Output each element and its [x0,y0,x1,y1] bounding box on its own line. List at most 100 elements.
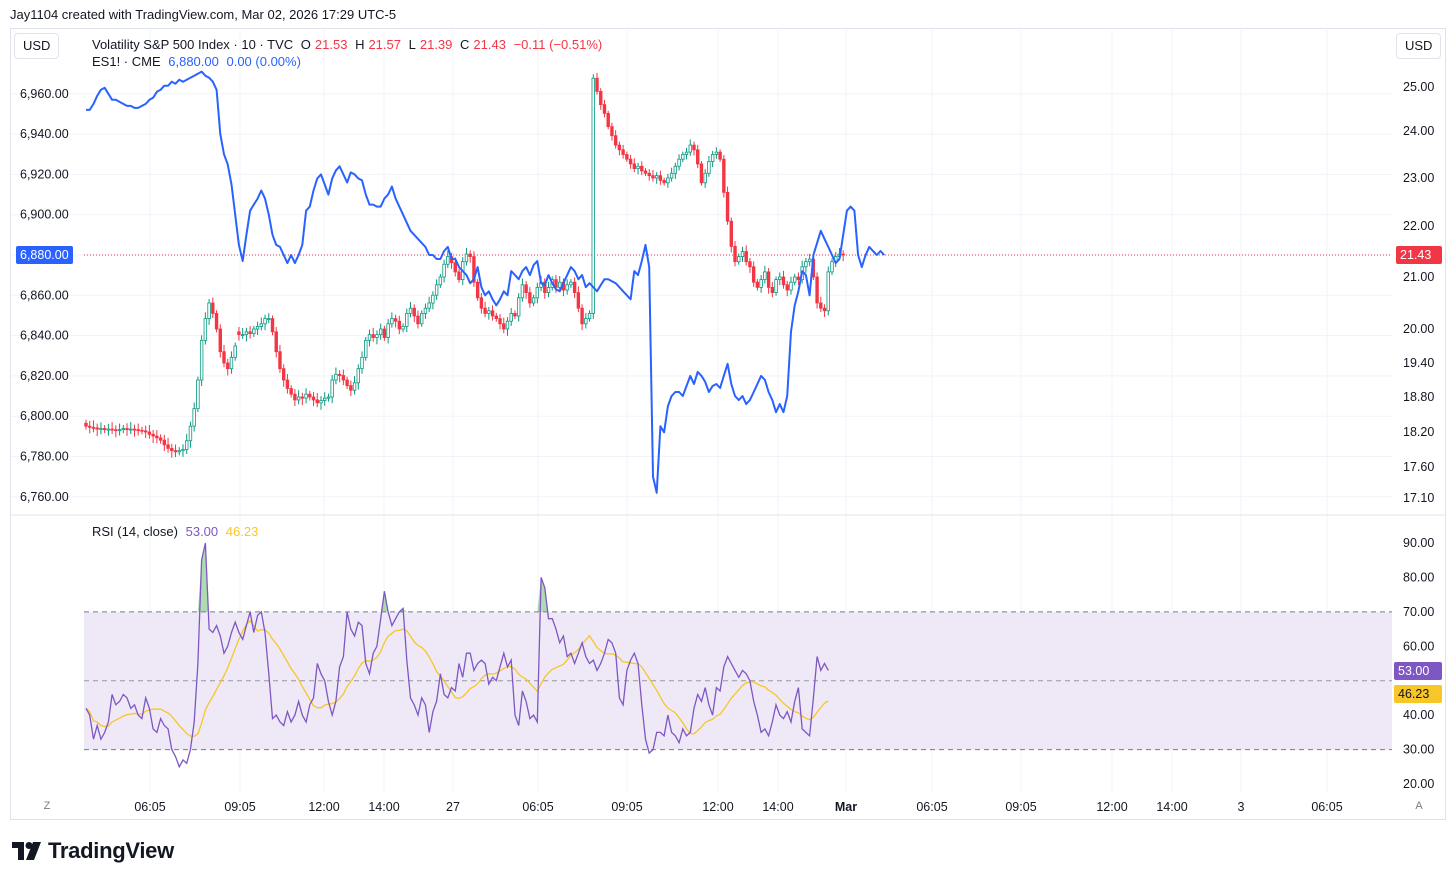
vix-candle [613,130,618,149]
vix-candlesticks [84,72,845,458]
vix-candle [658,170,663,185]
vix-candle [662,177,666,186]
es-axis-tick-label: 6,760.00 [20,490,69,504]
main-series-title: Volatility S&P 500 Index · 10 · TVC [92,37,294,52]
candle-body [173,450,178,453]
candle-body [807,258,812,263]
candle-body [132,428,137,431]
vix-candle [345,376,349,390]
vix-candle [740,246,745,262]
candle-body [718,151,722,160]
vix-candle [222,344,226,368]
vix-candle [431,291,435,310]
candle-body [125,428,129,431]
vix-candle [520,278,525,302]
vix-candle [319,396,323,410]
candle-body [793,276,797,283]
vix-candle [591,74,595,319]
candle-body [774,279,778,294]
time-axis-label: 14:00 [368,800,399,814]
candle-body [323,397,327,401]
vix-candle [140,426,144,435]
candle-body [606,113,610,128]
vix-candle [494,312,498,322]
vix-candle [233,342,237,361]
candle-body [457,271,461,280]
main-series-legend[interactable]: Volatility S&P 500 Index · 10 · TVC O 21.… [92,37,606,52]
rsi-axis-tick-label: 70.00 [1403,605,1434,619]
vix-candle [188,421,193,448]
candle-body [569,281,573,286]
vix-candle [804,257,808,273]
vix-candle [166,437,170,453]
vix-candle [759,274,763,293]
candle-body [751,266,756,283]
vix-candle [703,169,707,188]
vix-candle [666,173,670,188]
candle-body [502,323,506,330]
vix-candle [341,369,346,386]
candle-body [628,158,633,165]
vix-candle [710,150,715,168]
candle-body [703,172,707,184]
vix-candle [677,154,681,171]
vix-candle [270,315,275,336]
candle-body [211,302,215,314]
candle-body [487,310,491,314]
vix-candle [285,374,290,394]
candle-body [636,165,640,169]
candle-body [621,149,625,155]
es-axis-tick-label: 6,920.00 [20,167,69,181]
candle-body [442,263,446,278]
vix-candle [226,358,230,376]
close-label: C [460,37,470,52]
candle-body [654,175,659,179]
left-axis-currency-button[interactable]: USD [14,33,60,59]
candle-body [203,318,208,341]
candle-body [576,292,581,309]
candle-body [412,307,416,317]
auto-scale-button[interactable]: A [1415,800,1423,812]
vix-candle [625,151,629,163]
open-value: 21.53 [314,37,348,52]
vix-candle [595,72,599,95]
vix-candle [438,273,443,288]
candle-body [841,253,845,256]
vix-candle [781,270,786,289]
rsi-legend[interactable]: RSI (14, close) 53.00 46.23 [92,524,262,539]
zoom-toggle-button[interactable]: Z [43,800,51,812]
candle-body [613,135,618,146]
candle-body [520,284,525,299]
candle-body [296,396,301,401]
candle-body [99,428,103,430]
candle-body [535,286,540,299]
vix-candle [819,296,823,313]
vix-candle [117,423,122,436]
vix-candle [621,144,625,159]
vix-candle [822,304,827,318]
es-axis-tick-label: 6,820.00 [20,369,69,383]
candle-body [274,331,278,353]
candle-body [405,312,409,327]
right-axis-currency-button[interactable]: USD [1396,33,1442,59]
candle-body [651,175,655,179]
rsi-axis-tick-label: 20.00 [1403,777,1434,791]
vix-candle [296,390,301,405]
vix-candle [487,306,491,320]
vix-candle [207,299,211,325]
candle-body [229,356,234,370]
vix-candle [360,351,364,374]
vix-candle [826,266,830,316]
vix-candle [748,257,752,273]
candle-body [669,172,674,179]
candle-body [285,379,290,389]
es-line [86,70,885,494]
candle-body [147,431,152,435]
vix-candle [841,250,845,262]
compare-series-legend[interactable]: ES1! · CME 6,880.00 0.00 (0.00%) [92,54,305,69]
vix-candle [102,425,107,434]
candle-body [740,251,745,257]
vix-axis-tick-label: 18.20 [1403,425,1434,439]
candle-body [308,393,312,398]
